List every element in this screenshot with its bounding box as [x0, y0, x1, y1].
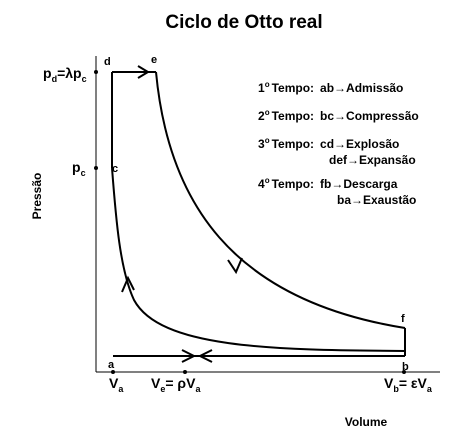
segment-bc-compression [111, 167, 406, 352]
arrow-ba-left [197, 349, 213, 363]
direction-arrows [121, 65, 243, 363]
legend-row-3: 3o Tempo: cd→Explosão [258, 136, 399, 151]
point-label-b: b [402, 361, 409, 373]
arrow-de [137, 65, 150, 79]
arrow-ef [227, 257, 243, 275]
arrow-bc [121, 275, 135, 293]
point-label-e: e [151, 54, 157, 66]
axes: Pressão Volume [30, 56, 440, 429]
tick-ve [183, 370, 187, 374]
y-axis-label: Pressão [30, 173, 44, 220]
label-pd: pd=λpc [43, 65, 87, 84]
label-ve: Ve= ρVa [151, 375, 201, 394]
legend-row-4-step-2: ba→Exaustão [337, 193, 416, 207]
segment-ef-expansion [155, 71, 406, 329]
point-label-f: f [401, 313, 405, 325]
legend-row-3-step-2: def→Expansão [329, 153, 416, 167]
x-axis-label: Volume [345, 415, 388, 429]
y-axis-ticks [94, 70, 98, 170]
arrow-ab-right [181, 349, 197, 363]
tick-pd [94, 70, 98, 74]
label-vb: Vb= εVa [384, 375, 433, 394]
point-label-c: c [112, 163, 118, 175]
tick-vb [402, 370, 406, 374]
legend-row-4: 4o Tempo: fb→Descarga [258, 176, 398, 191]
label-va: Va [109, 375, 124, 394]
volume-labels: Va Ve= ρVa Vb= εVa [109, 375, 433, 394]
tick-pc [94, 166, 98, 170]
legend-row-1: 1o Tempo: ab→Admissão [258, 80, 403, 95]
legend-row-2: 2o Tempo: bc→Compressão [258, 108, 419, 123]
label-pc: pc [72, 159, 86, 178]
point-label-a: a [108, 359, 115, 371]
tick-va [111, 370, 115, 374]
x-axis-ticks [111, 370, 406, 374]
legend: 1o Tempo: ab→Admissão 2o Tempo: bc→Compressã… [258, 80, 419, 207]
cycle-path [111, 71, 406, 357]
diagram-title: Ciclo de Otto real [165, 12, 322, 33]
point-label-d: d [104, 56, 111, 68]
pressure-labels: pd=λpc pc [43, 65, 87, 178]
point-labels: d e c f a b [104, 54, 409, 373]
